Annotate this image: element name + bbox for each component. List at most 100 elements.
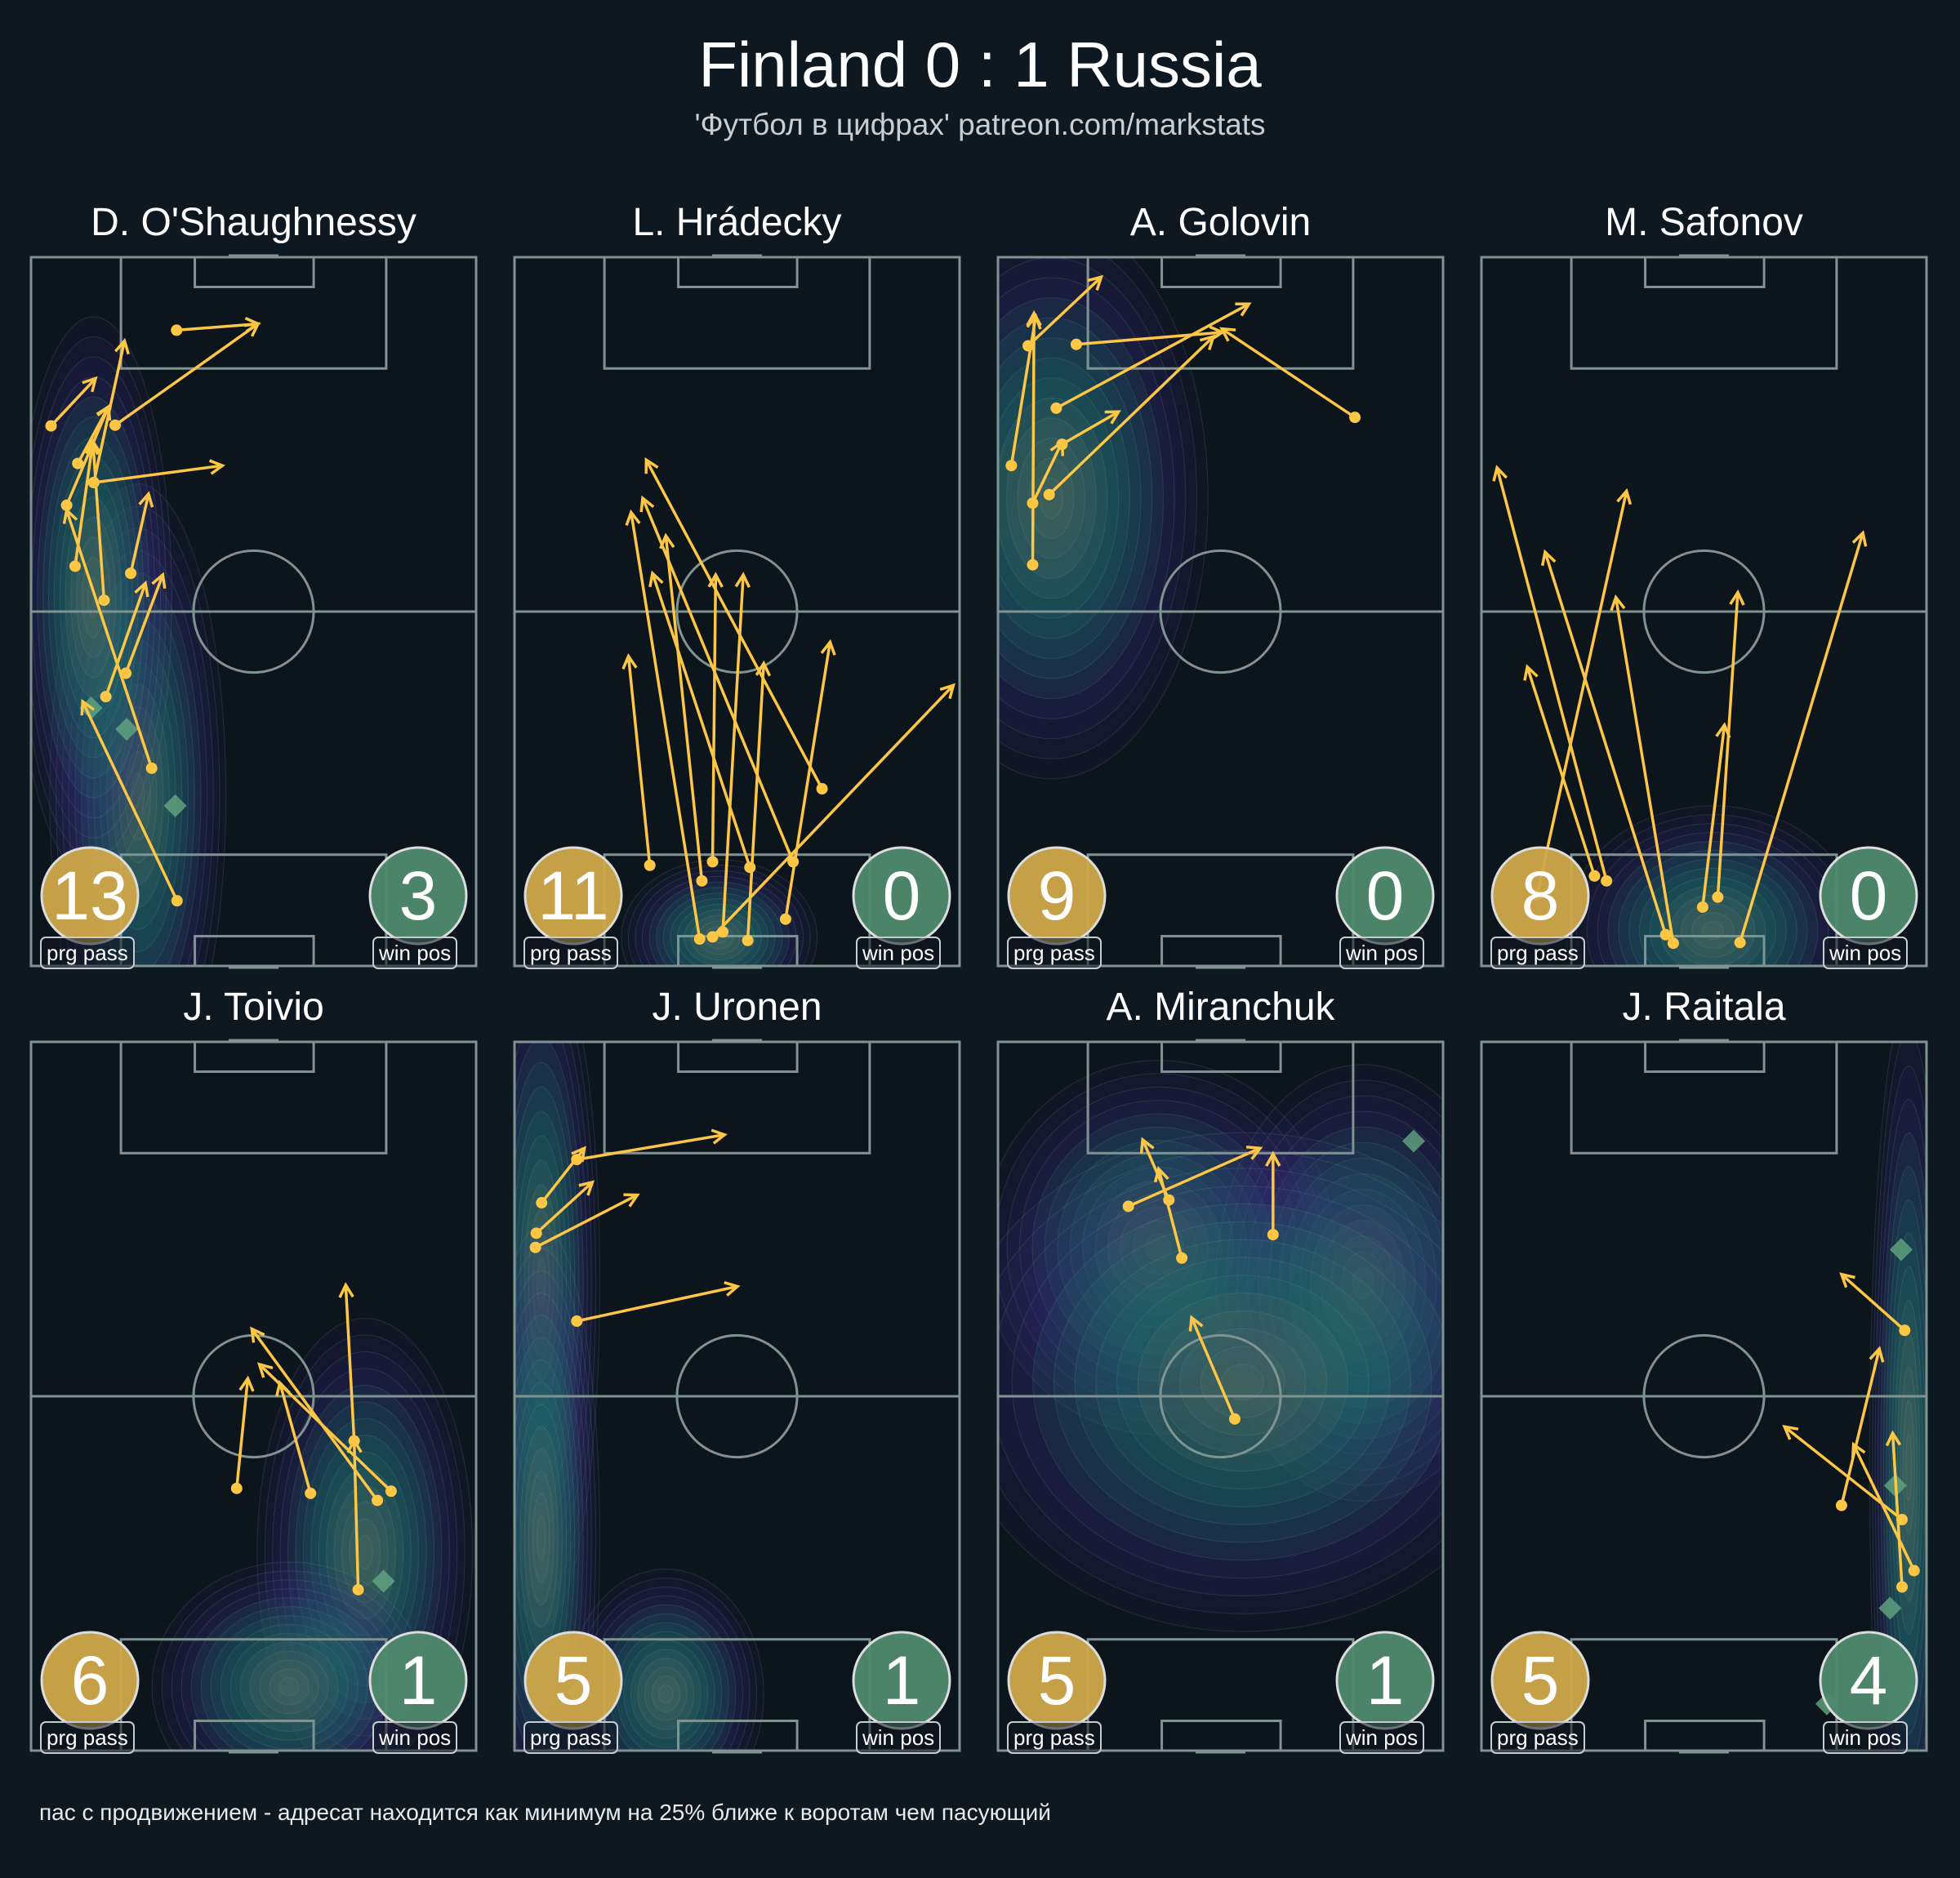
heat-contour xyxy=(229,1632,349,1741)
pass-line xyxy=(352,1440,360,1591)
arrowhead-icon xyxy=(243,322,261,337)
arrowhead-icon xyxy=(1869,1346,1885,1363)
win-pos-count: 0 xyxy=(1365,857,1405,934)
pass-origin xyxy=(98,594,110,607)
progressive-pass xyxy=(1712,589,1745,903)
arrowhead-icon xyxy=(1616,487,1633,505)
six-yard-box-bottom xyxy=(677,1720,799,1752)
pass-line xyxy=(258,1363,393,1493)
prg-pass-count: 6 xyxy=(70,1642,109,1719)
heat-contour xyxy=(644,1667,688,1721)
heat-contour xyxy=(537,1515,546,1561)
heat-contour xyxy=(1321,1220,1405,1346)
arrowhead-icon xyxy=(623,1193,640,1208)
pass-origin xyxy=(1712,891,1724,903)
arrowhead-icon xyxy=(80,698,96,716)
heat-contour xyxy=(651,1676,680,1712)
progressive-pass xyxy=(1122,1146,1263,1213)
pass-line xyxy=(1157,1168,1183,1259)
player-name: J. Toivio xyxy=(183,986,324,1029)
player-name: A. Golovin xyxy=(1129,201,1312,244)
pass-line xyxy=(1891,1433,1904,1587)
progressive-pass xyxy=(1153,1165,1188,1264)
six-yard-box-top xyxy=(677,1040,799,1073)
pass-origin xyxy=(1349,412,1361,424)
prg-pass-label: prg pass xyxy=(1490,1721,1585,1754)
pass-origin xyxy=(1027,497,1039,510)
pass-line xyxy=(1840,1348,1881,1506)
arrowhead-icon xyxy=(621,653,638,670)
heat-contour xyxy=(514,1042,584,1529)
pass-origin xyxy=(171,895,183,907)
pass-origin xyxy=(1050,402,1062,414)
pass-line xyxy=(1535,491,1628,896)
pass-origin xyxy=(693,933,706,946)
pass-origin xyxy=(1070,338,1082,350)
win-pos-label: win pos xyxy=(856,1721,942,1754)
heat-contour xyxy=(210,1615,368,1751)
player-name: D. O'Shaughnessy xyxy=(91,201,416,244)
heat-contour xyxy=(1330,1235,1395,1330)
pass-origin xyxy=(60,499,73,511)
prg-pass-label: prg pass xyxy=(1490,937,1585,969)
arrowhead-icon xyxy=(1104,410,1121,425)
center-circle xyxy=(1642,549,1766,674)
arrowhead-icon xyxy=(710,1128,728,1145)
win-pos-count: 3 xyxy=(399,857,438,934)
progressive-pass xyxy=(779,639,836,925)
heat-contour xyxy=(1299,1189,1427,1377)
arrowhead-icon xyxy=(134,580,149,598)
pass-line xyxy=(81,701,179,901)
arrowhead-icon xyxy=(1851,1441,1866,1459)
player-name: L. Hrádecky xyxy=(632,201,842,244)
pass-line xyxy=(129,493,150,574)
arrowhead-icon xyxy=(82,376,98,393)
heat-contour xyxy=(1057,1140,1260,1355)
win-pos-count: 1 xyxy=(1365,1642,1405,1719)
pass-line xyxy=(1190,1316,1236,1420)
heat-contour xyxy=(514,1248,596,1751)
six-yard-box-top xyxy=(194,256,315,288)
win-pos-count: 1 xyxy=(399,1642,438,1719)
heat-contour xyxy=(514,1270,592,1751)
progressive-pass xyxy=(1540,549,1672,941)
prg-pass-label: prg pass xyxy=(40,1721,135,1754)
center-circle xyxy=(1642,1333,1766,1459)
heat-contour xyxy=(1094,1180,1222,1315)
heat-contour xyxy=(1278,1157,1443,1408)
heat-contour xyxy=(637,1658,695,1730)
heat-contour xyxy=(1095,1257,1391,1507)
six-yard-box-bottom xyxy=(1160,935,1282,968)
arrowhead-icon xyxy=(1782,1425,1799,1440)
progressive-pass xyxy=(120,572,167,679)
pass-line xyxy=(1127,1146,1261,1208)
pass-line xyxy=(124,574,164,674)
pass-line xyxy=(710,574,718,862)
progressive-pass xyxy=(60,403,112,511)
win-position-marker xyxy=(1878,1596,1902,1620)
pass-line xyxy=(641,497,795,863)
pass-line xyxy=(626,656,652,866)
pass-origin xyxy=(1899,1324,1911,1337)
progressive-pass xyxy=(742,660,772,946)
progressive-pass xyxy=(1188,1315,1241,1425)
heat-contour xyxy=(259,1659,319,1715)
pass-line xyxy=(1852,1444,1916,1572)
heat-contour xyxy=(648,881,790,966)
pass-origin xyxy=(1588,870,1601,882)
player-name: A. Miranchuk xyxy=(1106,986,1335,1029)
progressive-pass xyxy=(1265,1150,1281,1241)
progressive-pass xyxy=(256,1362,397,1498)
heat-contour xyxy=(318,1451,412,1653)
pitch-panel xyxy=(29,254,478,969)
arrowhead-icon xyxy=(1492,465,1508,482)
win-pos-label: win pos xyxy=(1339,1721,1425,1754)
six-yard-box-bottom xyxy=(1644,935,1766,968)
heat-contour xyxy=(1691,912,1735,949)
arrowhead-icon xyxy=(939,683,956,700)
pass-line xyxy=(534,1193,639,1249)
pass-line xyxy=(235,1378,250,1489)
arrowhead-icon xyxy=(1219,327,1236,342)
pass-line xyxy=(65,406,110,506)
heat-contour xyxy=(1878,1099,1927,1751)
